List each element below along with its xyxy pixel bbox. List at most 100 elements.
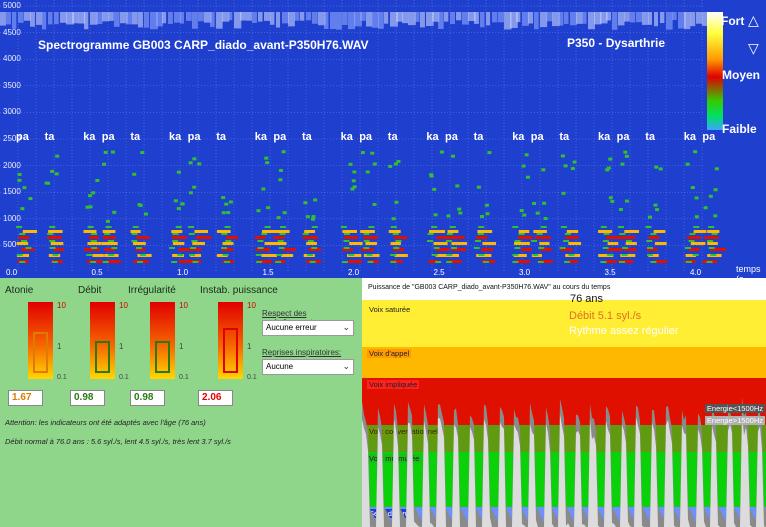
syllable-label: pa	[187, 131, 201, 143]
syllable-label: ta	[130, 131, 141, 143]
frequency-tick: 1000	[3, 213, 21, 223]
syllable-energy	[340, 162, 363, 263]
frequency-tick: 4000	[3, 54, 21, 64]
scroll-down-icon[interactable]: ▽	[748, 40, 759, 56]
syllable-energy	[426, 150, 452, 263]
gauge-scale-label: 10	[57, 301, 66, 310]
indicator-title: Irrégularité	[128, 285, 176, 296]
chevron-down-icon: ⌄	[342, 322, 350, 332]
syllable-energy	[169, 170, 194, 263]
voice-band: Voix saturée	[362, 300, 766, 347]
syllable-label: ta	[387, 131, 398, 143]
voice-band-label: Voix impliquée	[367, 380, 420, 389]
gauge-level-marker	[155, 341, 170, 373]
syllable-energy	[445, 154, 468, 263]
voice-band-label: Voix conversationnelle	[367, 427, 446, 436]
syllable-label: ta	[473, 131, 484, 143]
gauge-level-marker	[95, 341, 110, 373]
syllable-energy	[598, 157, 623, 263]
scale-bottom-label: Faible	[722, 122, 757, 136]
indicator-gauge	[150, 302, 175, 379]
syllable-label: ka	[426, 131, 439, 143]
power-panel: Voix saturée Voix d'appel Voix impliquée Vo…	[362, 278, 766, 527]
syllable-energy	[188, 157, 212, 263]
time-tick: 2.0	[348, 268, 360, 277]
rythme-text: Rythme assez régulier	[569, 325, 679, 337]
spectrogram-title: Spectrogramme GB003 CARP_diado_avant-P35…	[38, 38, 369, 52]
indicators-panel: Atonie 10 1 0.1 1.67 Débit 10 1 0.1 0.98 Irrégular…	[0, 278, 362, 527]
syllable-label: pa	[359, 131, 373, 143]
syllable-label: ka	[254, 131, 268, 143]
frequency-tick: 4500	[3, 27, 21, 37]
syllable-energy	[302, 198, 321, 263]
gauge-scale-label: 1	[247, 342, 252, 351]
indicator-gauge	[90, 302, 115, 379]
indicator-title: Débit	[78, 285, 102, 296]
indicator-value: 0.98	[130, 390, 165, 406]
debit-text: Débit 5.1 syl./s	[569, 310, 642, 322]
indicator-gauge	[28, 302, 53, 379]
scroll-up-icon[interactable]: △	[748, 12, 759, 28]
indicator-title: Instab. puissance	[200, 285, 278, 296]
power-title: Puissance de "GB003 CARP_diado_avant-P35…	[368, 284, 611, 291]
indicator-value: 0.98	[70, 390, 105, 406]
frequency-tick: 2000	[3, 160, 21, 170]
gauge-scale-label: 10	[179, 301, 188, 310]
voice-band: Voix d'appel	[362, 347, 766, 378]
time-tick: 4.0	[690, 268, 702, 277]
debit-norm-note: Débit normal à 76.0 ans : 5.6 syl./s, le…	[5, 437, 231, 446]
scale-mid-label: Moyen	[722, 68, 761, 82]
time-tick: 3.0	[519, 268, 531, 277]
gauge-scale-label: 0.1	[179, 374, 189, 381]
syllable-energy	[617, 150, 639, 263]
gauge-scale-label: 10	[247, 301, 256, 310]
syllable-label: pa	[616, 131, 630, 143]
voice-band-label: Seuil de bruit	[367, 509, 415, 518]
respect-select[interactable]: Aucune erreur ⌄	[262, 320, 354, 336]
spectrogram-canvas	[0, 0, 726, 272]
syllable-label: ka	[512, 131, 525, 143]
age-text: 76 ans	[570, 293, 604, 305]
gauge-scale-label: 1	[179, 342, 184, 351]
reprises-select-value: Aucune	[266, 362, 294, 371]
syllable-label: ta	[216, 131, 226, 143]
energy-high-area	[362, 413, 766, 527]
reprises-select[interactable]: Aucune ⌄	[262, 359, 354, 375]
indicator-value: 1.67	[8, 390, 43, 406]
syllable-energy	[388, 159, 408, 263]
indicator-title: Atonie	[5, 285, 34, 296]
syllable-energy	[473, 151, 497, 263]
syllable-energy	[360, 151, 380, 263]
syllable-label: pa	[702, 131, 716, 143]
spectrogram-panel: Spectrogramme GB003 CARP_diado_avant-P35…	[0, 0, 766, 278]
syllable-label: pa	[16, 131, 29, 143]
frequency-tick: 5000	[3, 1, 21, 10]
gauge-level-marker	[223, 328, 238, 373]
syllable-energy	[512, 153, 533, 263]
indicator-value: 2.06	[198, 390, 233, 406]
syllable-energy	[559, 154, 582, 263]
syllable-label: ka	[683, 131, 697, 143]
age-note: Attention: les indicateurs ont été adapt…	[5, 418, 206, 427]
voice-band-label: Voix d'appel	[367, 349, 412, 358]
indicator-gauge	[218, 302, 243, 379]
syllable-energy	[83, 178, 104, 263]
time-tick: 1.0	[177, 268, 189, 277]
syllable-energy	[684, 150, 707, 263]
syllable-energy	[273, 150, 296, 263]
gauge-scale-label: 0.1	[119, 374, 129, 381]
gauge-level-marker	[33, 332, 48, 373]
respect-select-value: Aucune erreur	[266, 323, 317, 332]
syllable-energy	[101, 150, 121, 263]
time-tick: 3.5	[604, 268, 616, 277]
syllable-label: ka	[83, 131, 96, 143]
time-tick: 0.5	[91, 268, 103, 277]
frequency-tick: 2500	[3, 134, 21, 143]
syllable-energy	[16, 172, 38, 263]
syllable-label: pa	[530, 131, 544, 143]
chevron-down-icon: ⌄	[342, 361, 350, 371]
syllable-energy	[44, 154, 64, 263]
syllable-label: ka	[598, 131, 611, 143]
reprises-label: Reprises inspiratoires:	[262, 348, 342, 357]
